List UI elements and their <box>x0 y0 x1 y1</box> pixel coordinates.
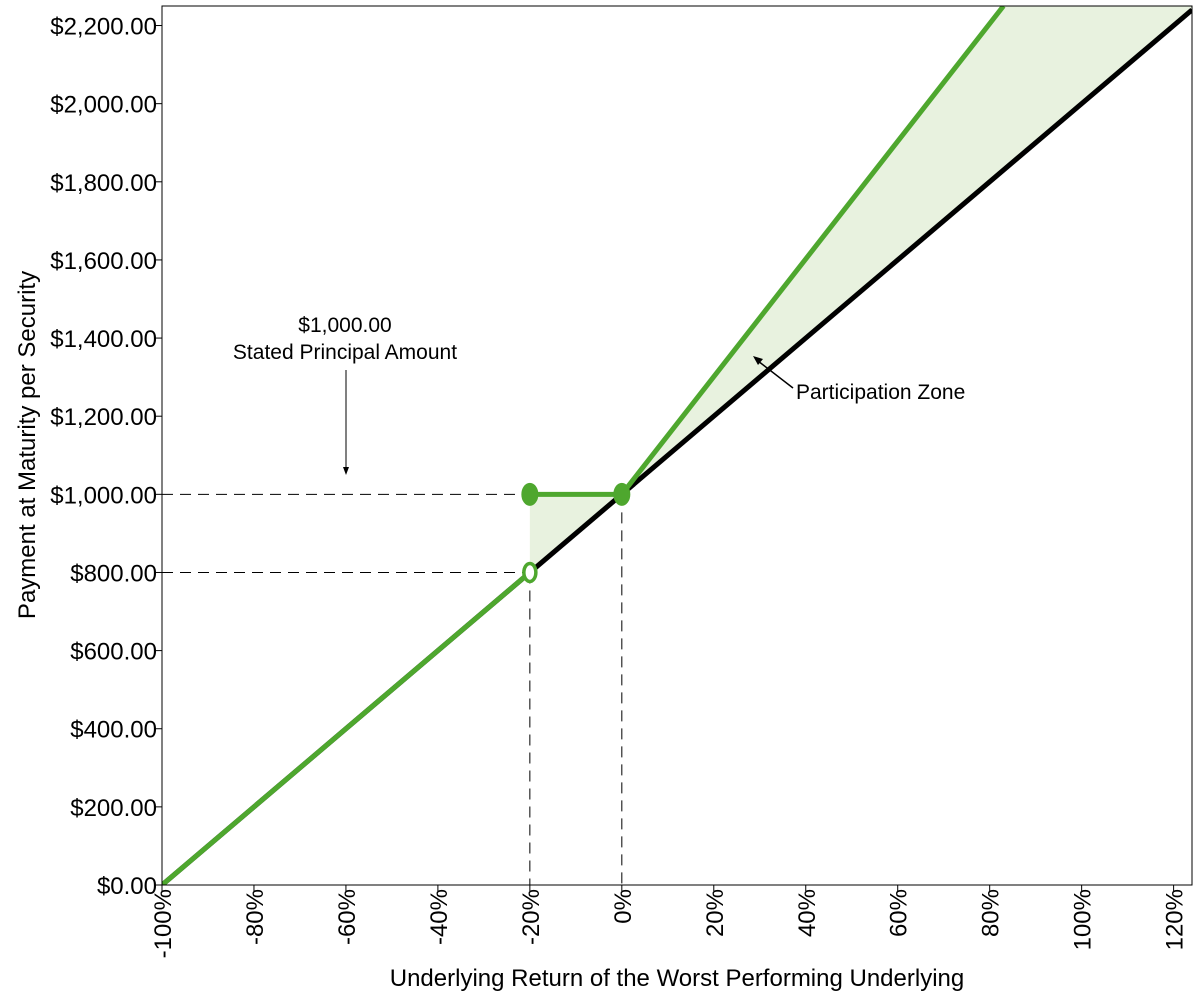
y-tick-label: $1,600.00 <box>50 248 157 275</box>
principal-amount-caption-label: Stated Principal Amount <box>233 341 457 364</box>
y-tick-label: $200.00 <box>70 795 157 822</box>
participation-zone-label: Participation Zone <box>796 381 965 404</box>
y-tick-label: $1,800.00 <box>50 170 157 197</box>
x-tick-label: 120% <box>1162 889 1189 950</box>
plot-area-frame <box>161 5 1193 886</box>
y-tick-label: $0.00 <box>97 873 157 900</box>
participation-zone-arrowhead <box>753 356 763 365</box>
y-axis-title: Payment at Maturity per Security <box>14 271 41 619</box>
x-axis-title: Underlying Return of the Worst Performin… <box>390 965 964 992</box>
x-axis-ticks: -100% -80% -60% -40% -20% 0% 20% 40% 60% 80% 100% 1… <box>150 885 1189 958</box>
x-tick-label: 60% <box>886 889 913 937</box>
x-tick-label: -40% <box>426 889 453 945</box>
filled-marker <box>613 482 631 506</box>
x-tick-label: 80% <box>978 889 1005 937</box>
y-axis-ticks: $0.00 $200.00 $400.00 $600.00 $800.00 $1,000.… <box>50 14 162 900</box>
x-tick-label: 0% <box>610 889 637 924</box>
y-tick-label: $600.00 <box>70 639 157 666</box>
participation-zone-arrow <box>757 360 794 389</box>
y-tick-label: $400.00 <box>70 717 157 744</box>
security-payoff-segment <box>619 6 1006 496</box>
principal-amount-arrowhead <box>343 467 349 475</box>
security-payoff-segment <box>162 570 532 885</box>
filled-marker <box>521 482 539 506</box>
y-tick-label: $1,200.00 <box>50 404 157 431</box>
reference-lines-layer <box>162 493 623 885</box>
x-tick-label: -80% <box>242 889 269 945</box>
open-marker <box>522 561 538 584</box>
x-tick-label: 20% <box>702 889 729 937</box>
x-tick-label: -20% <box>518 889 545 945</box>
x-tick-label: 40% <box>794 889 821 937</box>
principal-amount-value-label: $1,000.00 <box>298 314 391 337</box>
x-tick-label: -100% <box>150 889 177 958</box>
y-tick-label: $2,000.00 <box>50 92 157 119</box>
y-tick-label: $1,400.00 <box>50 326 157 353</box>
x-tick-label: 100% <box>1070 889 1097 950</box>
series-layer <box>162 6 1192 885</box>
y-tick-label: $1,000.00 <box>50 482 157 509</box>
markers-layer <box>521 482 631 584</box>
y-tick-label: $800.00 <box>70 560 157 587</box>
y-tick-label: $2,200.00 <box>50 14 157 41</box>
x-tick-label: -60% <box>334 889 361 945</box>
